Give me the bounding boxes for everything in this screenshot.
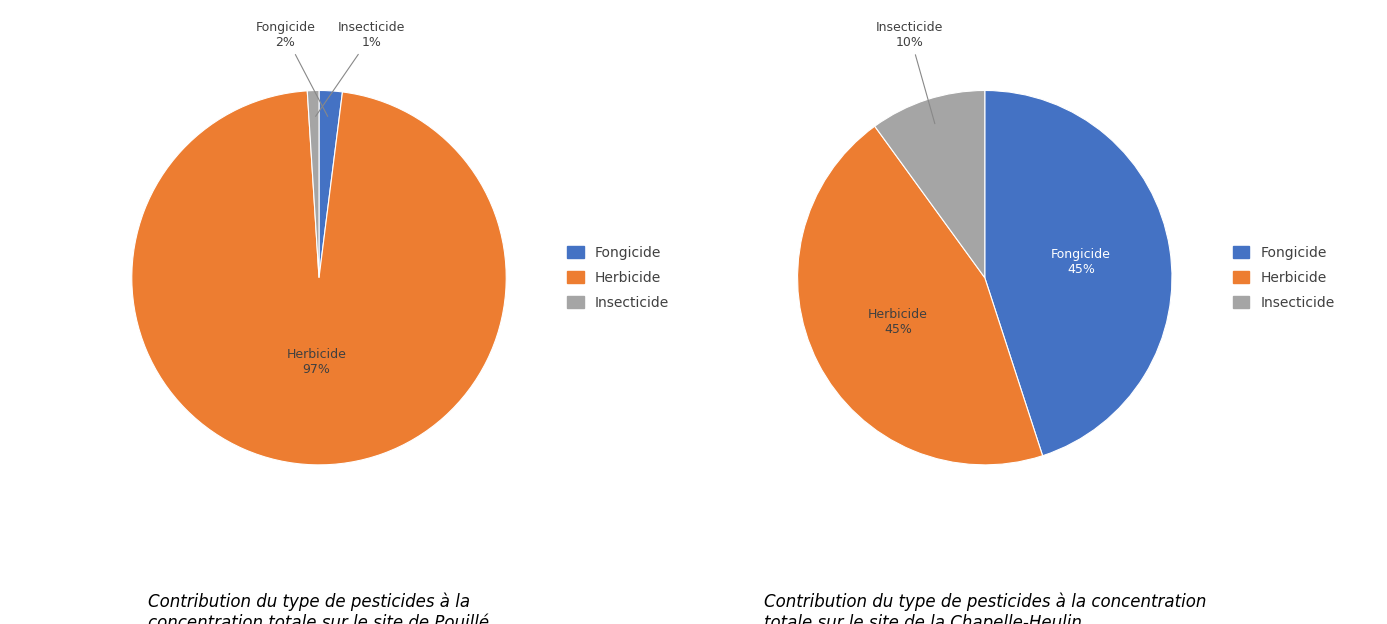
Text: Contribution du type de pesticides à la concentration
totale sur le site de la C: Contribution du type de pesticides à la …: [764, 593, 1205, 624]
Wedge shape: [132, 91, 506, 465]
Legend: Fongicide, Herbicide, Insecticide: Fongicide, Herbicide, Insecticide: [1226, 238, 1341, 317]
Wedge shape: [875, 90, 985, 278]
Wedge shape: [308, 90, 319, 278]
Text: Fongicide
45%: Fongicide 45%: [1051, 248, 1111, 276]
Legend: Fongicide, Herbicide, Insecticide: Fongicide, Herbicide, Insecticide: [560, 238, 675, 317]
Wedge shape: [985, 90, 1172, 456]
Text: Insecticide
10%: Insecticide 10%: [877, 21, 943, 124]
Wedge shape: [798, 126, 1043, 465]
Text: Herbicide
97%: Herbicide 97%: [287, 348, 347, 376]
Wedge shape: [319, 90, 343, 278]
Text: Contribution du type de pesticides à la
concentration totale sur le site de Poui: Contribution du type de pesticides à la …: [148, 593, 490, 624]
Text: Insecticide
1%: Insecticide 1%: [316, 21, 405, 116]
Text: Herbicide
45%: Herbicide 45%: [868, 308, 928, 336]
Text: Fongicide
2%: Fongicide 2%: [255, 21, 327, 117]
